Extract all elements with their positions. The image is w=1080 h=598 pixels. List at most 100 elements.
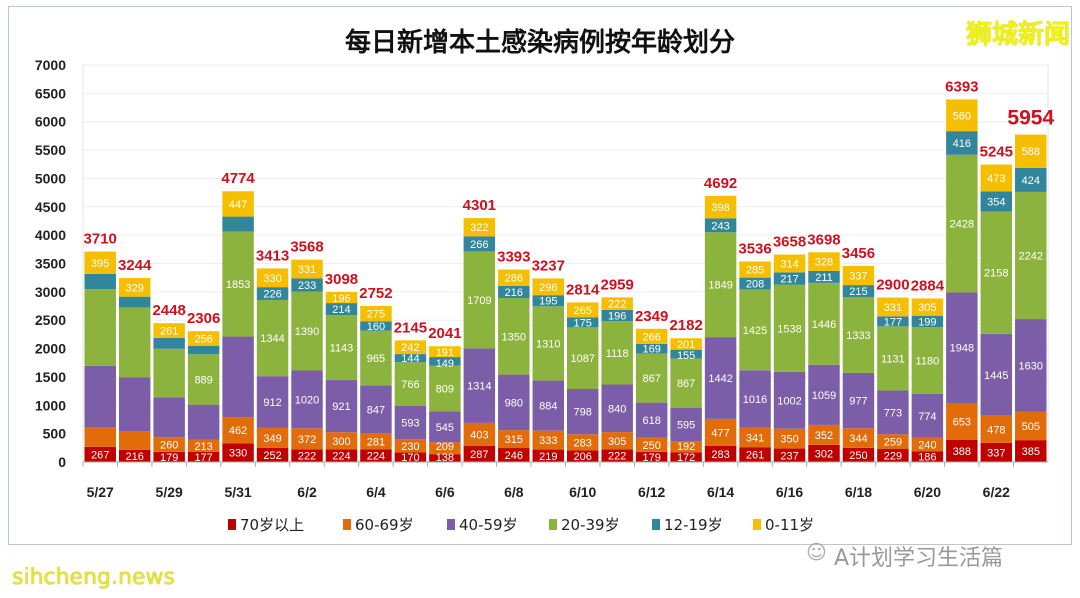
data-label: 222 (298, 451, 316, 463)
bar-segment (84, 289, 116, 366)
bar-segment (187, 354, 220, 405)
total-label: 2349 (635, 308, 668, 325)
y-tick-label: 1500 (35, 369, 66, 385)
y-tick-label: 500 (43, 426, 67, 442)
data-label: 545 (436, 422, 454, 434)
data-label: 1180 (916, 355, 940, 367)
data-label: 330 (263, 273, 281, 285)
bar-segment (842, 297, 875, 373)
data-label: 398 (711, 202, 729, 214)
bar-segment (877, 390, 909, 435)
data-label: 240 (918, 440, 936, 452)
total-label: 3456 (842, 245, 875, 262)
bar-segment (360, 433, 392, 450)
data-label: 267 (91, 449, 109, 461)
bar-segment (877, 449, 909, 462)
x-tick-label: 6/20 (914, 484, 941, 500)
bar-segment (1015, 134, 1047, 168)
bar-segment (911, 315, 944, 328)
data-label: 1087 (570, 353, 594, 365)
total-label: 2182 (669, 317, 702, 334)
data-label: 283 (574, 437, 592, 449)
y-tick-label: 1000 (35, 397, 66, 413)
bar-segment (567, 302, 599, 318)
data-label: 285 (746, 265, 764, 277)
data-label: 242 (401, 342, 419, 354)
watermark-bottom-left: sihcheng.news (12, 565, 175, 590)
data-label: 222 (608, 299, 626, 311)
bar-segment (222, 191, 254, 217)
data-label: 2428 (950, 219, 974, 231)
bar-segment (808, 364, 840, 425)
bar-segment (704, 195, 737, 219)
y-tick-label: 4500 (35, 199, 66, 215)
x-tick-label: 5/31 (224, 484, 251, 500)
bar-segment (360, 330, 392, 386)
bar-segment (773, 254, 806, 273)
x-tick-label: 6/2 (297, 484, 317, 500)
y-tick-label: 2000 (35, 341, 66, 357)
bar-segment (84, 365, 116, 428)
bar-segment (980, 442, 1013, 462)
total-label: 2041 (428, 325, 461, 342)
bar-segment (394, 405, 427, 440)
data-label: 473 (987, 173, 1005, 185)
data-label: 186 (918, 452, 936, 464)
bar-segment (739, 447, 771, 462)
bar-segment (291, 259, 323, 279)
bar-segment (567, 327, 599, 390)
data-label: 388 (953, 446, 971, 458)
data-label: 653 (953, 416, 971, 428)
bar-segment (222, 231, 254, 337)
data-label: 160 (367, 321, 385, 333)
bar-segment (118, 377, 151, 432)
y-tick-label: 3000 (35, 284, 66, 300)
total-label: 4692 (704, 175, 737, 192)
y-tick-label: 6500 (35, 85, 66, 101)
bar-segment (84, 251, 116, 274)
bar-segment (808, 270, 840, 283)
data-label: 196 (608, 311, 626, 323)
data-label: 214 (332, 304, 350, 316)
data-label: 2158 (984, 268, 1008, 280)
total-label: 3237 (532, 257, 565, 274)
data-label: 385 (1022, 446, 1040, 458)
bar-segment (1015, 319, 1047, 412)
bar-segment (567, 389, 599, 435)
bar-segment (1015, 411, 1047, 441)
bar-segment (635, 328, 668, 344)
data-label: 233 (298, 280, 316, 292)
bar-segment (601, 384, 633, 433)
bar-segment (773, 371, 806, 429)
total-label: 2959 (601, 276, 634, 293)
bar-segment (498, 448, 530, 462)
bar-segment (291, 428, 323, 450)
data-label: 252 (263, 450, 281, 462)
x-tick-label: 6/8 (504, 484, 524, 500)
data-label: 206 (574, 451, 592, 463)
x-tick-label: 6/18 (845, 484, 872, 500)
bar-segment (118, 307, 151, 378)
legend-swatch (228, 519, 236, 530)
total-label: 3244 (118, 257, 152, 274)
data-label: 175 (574, 317, 592, 329)
y-tick-label: 5500 (35, 142, 66, 158)
bar-segment (84, 273, 116, 290)
bar-segment (946, 402, 978, 440)
data-label: 179 (160, 452, 178, 464)
bar-segment (256, 427, 289, 448)
bar-segment (808, 282, 840, 365)
data-label: 287 (470, 449, 488, 461)
data-label: 1143 (330, 343, 354, 355)
data-label: 1538 (777, 323, 801, 335)
bar-segment (911, 437, 944, 452)
data-label: 1948 (950, 343, 974, 355)
data-label: 588 (1022, 146, 1040, 158)
bar-segment (567, 434, 599, 451)
data-label: 261 (160, 326, 178, 338)
bar-segment (360, 385, 392, 434)
x-tick-label: 6/4 (366, 484, 386, 500)
bar-segment (739, 261, 771, 278)
data-label: 1310 (536, 338, 560, 350)
bar-segment (498, 298, 530, 375)
